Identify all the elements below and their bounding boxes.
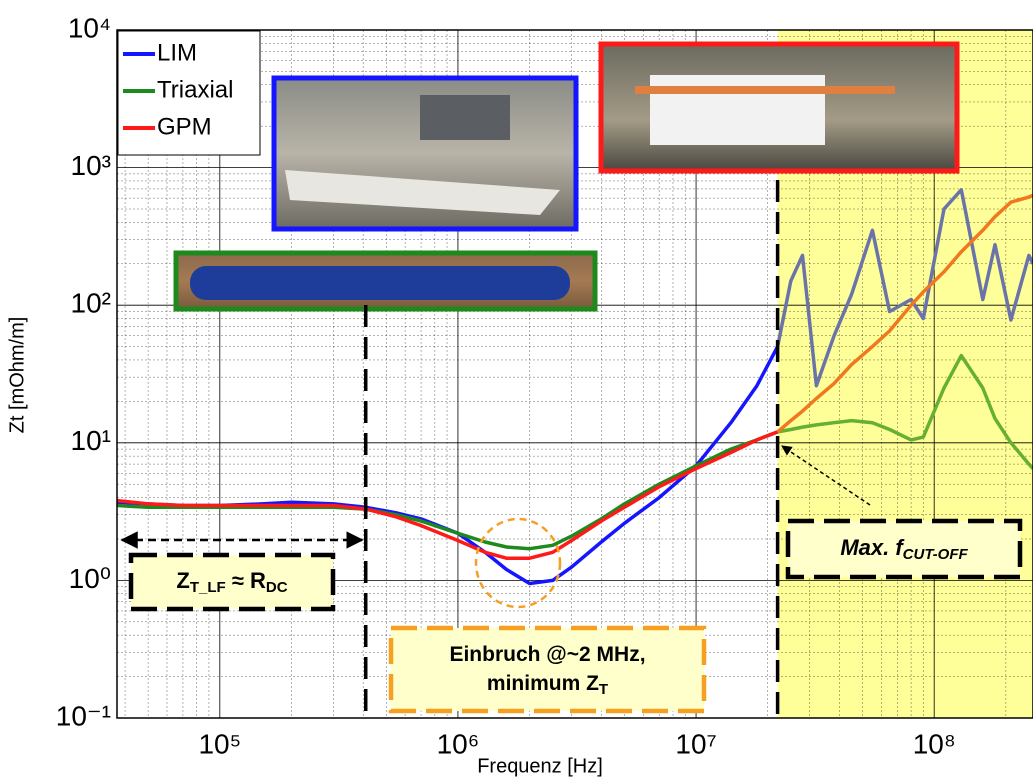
y-tick-label: 10² <box>71 288 111 319</box>
y-tick-label: 10⁴ <box>68 12 111 43</box>
y-tick-label: 10⁻¹ <box>56 700 111 731</box>
y-tick-label: 10³ <box>71 150 111 181</box>
annotation-part: Max. f <box>840 535 905 560</box>
annotation-text: minimum ZT <box>487 672 608 698</box>
chart: ZT_LF ≈ RDC Einbruch @~2 MHz, minimum ZT Ma… <box>0 0 1033 781</box>
legend-label: GPM <box>157 113 212 140</box>
x-axis-label: Frequenz [Hz] <box>477 755 603 777</box>
legend-label: LIM <box>157 39 197 66</box>
photo-triaxial <box>176 253 595 309</box>
annotation-part: ≈ R <box>226 568 266 593</box>
y-tick-label: 10⁰ <box>69 563 111 594</box>
x-tick-label: 10⁶ <box>437 728 480 759</box>
annotation-part: T <box>599 681 608 698</box>
x-tick-label: 10⁷ <box>675 728 716 759</box>
annotation-part: T_LF <box>190 579 226 596</box>
x-tick-label: 10⁵ <box>198 728 241 759</box>
y-axis-label: Zt [mOhm/m] <box>6 317 28 434</box>
annotation-part: minimum Z <box>487 672 599 695</box>
legend: LIM Triaxial GPM <box>118 31 260 155</box>
legend-label: Triaxial <box>157 76 233 103</box>
annotation-part: Z <box>176 568 189 593</box>
annotation-part: Einbruch @~2 MHz, <box>449 643 645 666</box>
annotation-text: Einbruch @~2 MHz, <box>449 643 645 666</box>
annotation-part: DC <box>266 579 288 596</box>
annotation-box <box>391 628 704 711</box>
x-tick-label: 10⁸ <box>913 728 956 759</box>
photo-lim <box>274 78 576 229</box>
annotation-part: CUT-OFF <box>903 546 969 563</box>
photo-gpm <box>601 44 957 171</box>
y-tick-label: 10¹ <box>71 425 111 456</box>
